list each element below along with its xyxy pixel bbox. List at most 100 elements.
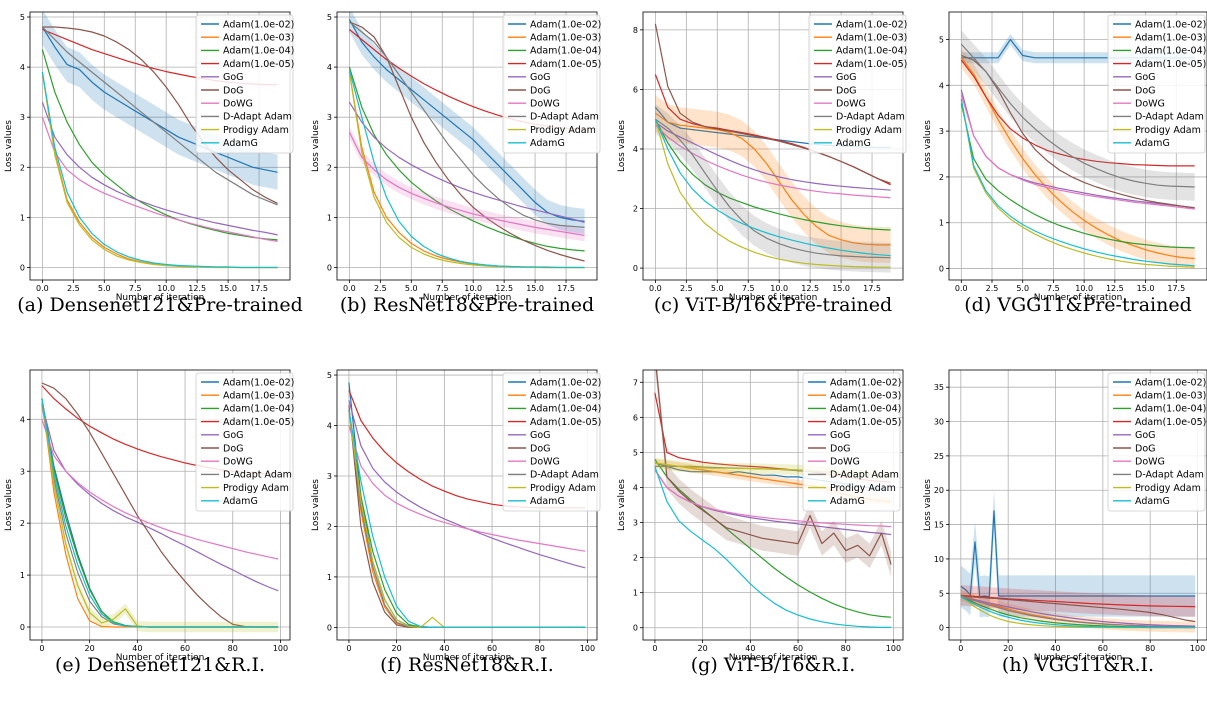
series-line-adam-1-0e-03: [960, 57, 1195, 260]
legend-label-dog: DoG: [223, 85, 244, 96]
legend-label-adam-1-0e-02: Adam(1.0e-02): [223, 377, 294, 388]
legend-label-gog: GoG: [1135, 430, 1156, 441]
legend-label-prodigy-adam: Prodigy Adam: [836, 125, 902, 136]
y-tick-label: 4: [20, 63, 25, 72]
chart-panel-d: 0.0 2.5 5.0 7.5 10.0 12.5 15.0 17.5 0 1 2 3 4 5 Number…: [923, 11, 1207, 303]
legend-label-adamg: AdamG: [1135, 496, 1170, 507]
x-tick-label: 7.5: [1047, 284, 1060, 293]
legend: Adam(1.0e-02) Adam(1.0e-03) Adam(1.0e-04) A…: [802, 372, 901, 512]
series-line-gog: [655, 121, 891, 191]
legend-label-adamg: AdamG: [1135, 138, 1170, 149]
x-tick-label: 2.5: [374, 284, 387, 293]
legend-label-dog: DoG: [830, 443, 851, 454]
legend-label-adam-1-0e-02: Adam(1.0e-02): [530, 19, 601, 30]
y-tick-label: 30: [934, 418, 944, 427]
x-tick-label: 40: [745, 644, 755, 653]
legend-label-adam-1-0e-02: Adam(1.0e-02): [836, 19, 907, 30]
y-axis-label: Loss values: [617, 479, 627, 531]
legend-label-dog: DoG: [1135, 443, 1156, 454]
legend-label-dowg: DoWG: [830, 457, 860, 468]
legend-label-gog: GoG: [530, 430, 551, 441]
y-tick-label: 1: [633, 589, 638, 598]
series-line-dog: [349, 21, 585, 262]
series-line-gog: [41, 101, 278, 236]
legend-label-d-adapt-adam: D-Adapt Adam: [223, 112, 292, 123]
series-line-dowg: [960, 94, 1195, 210]
band-d-adapt-adam: [961, 30, 1195, 201]
x-tick-label: 17.5: [250, 284, 268, 293]
legend-label-dog: DoG: [836, 85, 857, 96]
series-line-dog: [654, 23, 891, 184]
x-tick-label: 10.0: [157, 284, 175, 293]
legend-box: [502, 14, 601, 154]
x-tick-label: 80: [535, 644, 545, 653]
series-line-prodigy-adam: [654, 119, 891, 268]
y-tick-label: 0: [327, 623, 332, 632]
series-line-d-adapt-adam: [960, 596, 1196, 628]
chart-panel-g: 0 20 40 60 80 100 0 1 2 3 4 5 6 7 Number of iteration L…: [617, 369, 904, 663]
series-line-prodigy-adam: [960, 98, 1195, 268]
series-line-d-adapt-adam: [960, 43, 1195, 188]
x-tick-label: 0.0: [343, 284, 356, 293]
series-line-adam-1-0e-04: [654, 118, 891, 231]
legend-label-adam-1-0e-02: Adam(1.0e-02): [530, 377, 601, 388]
x-tick-label: 12.5: [1106, 284, 1124, 293]
series-line-adam-1-0e-05: [960, 594, 1196, 608]
y-tick-label: 6: [633, 85, 638, 94]
y-tick-label: 5: [939, 35, 944, 44]
y-tick-label: 4: [327, 422, 332, 431]
band-adam-1-0e-02: [349, 12, 585, 234]
legend-label-adam-1-0e-04: Adam(1.0e-04): [530, 404, 601, 415]
y-axis-label: Loss values: [4, 120, 14, 172]
axes-frame: [642, 369, 904, 641]
legend-label-d-adapt-adam: D-Adapt Adam: [530, 112, 599, 123]
x-tick-label: 0: [39, 644, 44, 653]
legend-box: [502, 372, 601, 512]
legend-label-adam-1-0e-05: Adam(1.0e-05): [1135, 417, 1206, 428]
x-tick-label: 80: [228, 644, 238, 653]
legend-label-adam-1-0e-03: Adam(1.0e-03): [836, 33, 907, 44]
legend: Adam(1.0e-02) Adam(1.0e-03) Adam(1.0e-04) A…: [195, 14, 294, 154]
y-tick-label: 20: [934, 486, 944, 495]
y-axis-label: Loss values: [923, 120, 933, 172]
legend-label-gog: GoG: [223, 72, 244, 83]
legend-label-prodigy-adam: Prodigy Adam: [223, 483, 289, 494]
series-line-adamg: [348, 69, 585, 269]
y-tick-label: 1: [20, 213, 25, 222]
legend-label-adam-1-0e-03: Adam(1.0e-03): [223, 33, 294, 44]
x-tick-label: 0: [958, 644, 963, 653]
x-axis-label: Number of iteration: [729, 293, 818, 303]
legend-box: [808, 14, 907, 154]
y-tick-label: 1: [20, 571, 25, 580]
y-tick-label: 3: [633, 519, 638, 528]
y-tick-label: 8: [633, 26, 638, 35]
legend-label-dowg: DoWG: [223, 457, 253, 468]
legend-label-adam-1-0e-04: Adam(1.0e-04): [223, 404, 294, 415]
series-line-d-adapt-adam: [655, 118, 891, 259]
x-axis-label: Number of iteration: [116, 653, 205, 663]
y-tick-label: 2: [327, 163, 332, 172]
chart-panel-c: 0.0 2.5 5.0 7.5 10.0 12.5 15.0 17.5 0 2 4 6 8 Number …: [617, 11, 907, 303]
series-line-dowg: [654, 469, 892, 528]
y-tick-label: 1: [327, 573, 332, 582]
x-tick-label: 40: [439, 644, 449, 653]
plot-area: [654, 23, 891, 273]
y-tick-label: 35: [934, 383, 944, 392]
y-axis-label: Loss values: [923, 479, 933, 531]
x-axis-label: Number of iteration: [1034, 293, 1123, 303]
y-tick-label: 0: [327, 263, 332, 272]
legend-label-adam-1-0e-05: Adam(1.0e-05): [1135, 59, 1206, 70]
plot-area: [348, 382, 586, 629]
legend-label-adamg: AdamG: [223, 496, 258, 507]
x-tick-label: 60: [180, 644, 190, 653]
series-line-adamg: [960, 596, 1196, 629]
panel-caption: (h) VGG11&R.I.: [1002, 654, 1154, 676]
legend-label-adamg: AdamG: [530, 138, 565, 149]
legend-box: [802, 372, 901, 512]
y-tick-label: 6: [633, 413, 638, 422]
legend-label-prodigy-adam: Prodigy Adam: [1135, 125, 1201, 136]
legend-label-dowg: DoWG: [1135, 99, 1165, 110]
x-tick-label: 0.0: [649, 284, 662, 293]
legend-label-adam-1-0e-04: Adam(1.0e-04): [223, 46, 294, 57]
legend-label-adam-1-0e-02: Adam(1.0e-02): [830, 377, 901, 388]
